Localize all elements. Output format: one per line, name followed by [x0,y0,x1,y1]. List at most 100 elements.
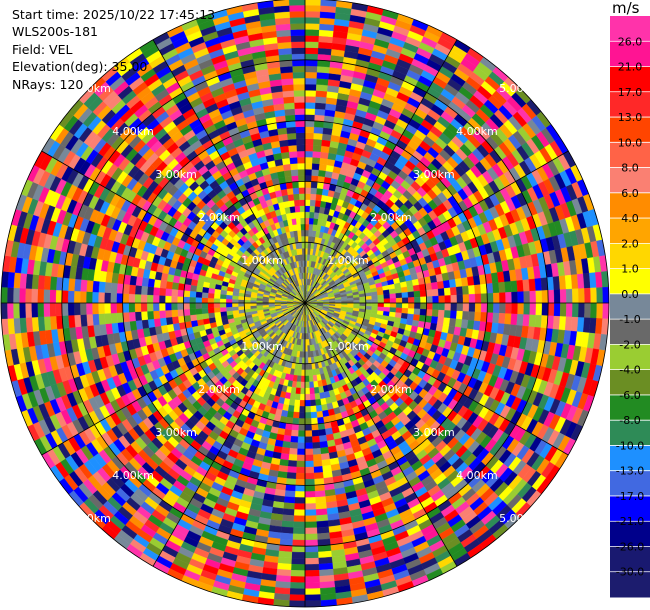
velocity-gate [304,156,313,164]
velocity-gate [389,293,397,299]
velocity-gate [523,302,531,315]
velocity-gate [480,312,488,323]
velocity-gate [37,302,45,318]
velocity-gate [413,290,421,298]
velocity-gate [296,454,306,462]
velocity-gate [49,315,58,330]
velocity-gate [281,440,291,449]
velocity-gate [195,297,202,304]
velocity-gate [304,387,310,395]
velocity-gate [353,299,360,304]
velocity-gate [304,35,320,43]
velocity-gate [283,428,292,437]
velocity-gate [183,296,190,304]
velocity-gate [225,302,233,308]
velocity-gate [304,47,319,55]
velocity-gate [304,65,318,73]
velocity-gate [287,466,297,474]
velocity-gate [165,316,174,326]
velocity-gate [55,302,63,317]
velocity-gate [202,318,211,325]
velocity-gate [318,29,334,38]
velocity-gate [304,199,311,207]
velocity-gate [288,447,298,455]
velocity-gate [311,435,320,443]
velocity-gate [304,363,309,371]
velocity-gate [304,181,312,188]
velocity-gate [413,308,421,316]
velocity-gate [283,496,295,504]
velocity-gate [308,363,313,370]
velocity-gate [304,515,317,523]
velocity-gate [541,302,549,316]
velocity-gate [304,406,311,413]
velocity-gate [318,35,334,44]
velocity-gate [394,287,402,294]
velocity-gate [319,574,335,583]
velocity-gate [301,369,306,377]
velocity-gate [347,297,354,301]
velocity-gate [286,472,297,480]
velocity-gate [207,307,215,314]
velocity-gate [219,306,227,313]
velocity-gate [304,150,314,158]
velocity-gate [297,442,306,450]
velocity-gate [432,302,439,311]
velocity-gate [189,296,196,304]
velocity-gate [304,545,319,553]
velocity-gate [315,84,329,92]
velocity-gate [171,309,179,318]
velocity-gate [426,296,433,304]
velocity-gate [499,302,506,314]
velocity-gate [116,292,124,304]
velocity-gate [571,288,579,304]
velocity-gate [304,472,315,480]
velocity-gate [312,151,322,159]
velocity-gate [304,412,312,419]
velocity-gate [565,288,573,304]
velocity-gate [377,298,385,304]
velocity-gate [576,273,585,289]
velocity-gate [304,484,316,492]
velocity-gate [401,297,409,304]
velocity-gate [290,576,306,583]
velocity-gate [309,387,315,395]
velocity-gate [553,289,561,304]
velocity-gate [304,539,318,547]
velocity-gate [250,299,257,304]
velocity-gate [79,302,87,315]
velocity-gate [319,23,335,32]
velocity-gate [294,497,306,504]
velocity-gate [359,296,366,301]
velocity-gate [596,287,604,304]
velocity-gate [317,47,332,56]
velocity-gate [315,404,323,413]
velocity-gate [315,508,328,516]
velocity-gate [43,275,52,290]
velocity-gate [314,490,326,498]
velocity-gate [177,302,184,310]
velocity-gate [456,294,464,304]
velocity-gate [250,302,257,307]
velocity-gate [43,316,52,331]
velocity-gate [293,509,306,516]
velocity-gate [301,357,306,364]
velocity-gate [67,302,75,316]
velocity-gate [510,280,518,293]
velocity-gate [365,302,373,307]
velocity-gate [528,278,536,292]
velocity-gate [122,293,130,304]
velocity-gate [319,157,329,166]
velocity-gate [286,410,294,419]
velocity-gate [359,299,366,304]
velocity-gate [304,588,321,595]
velocity-gate [304,102,316,109]
velocity-gate [315,193,323,202]
velocity-gate [304,442,313,450]
velocity-gate [365,299,373,304]
velocity-gate [165,309,173,318]
velocity-gate [468,302,476,313]
velocity-gate [122,283,130,294]
velocity-gate [219,298,227,304]
velocity-gate [304,460,314,468]
